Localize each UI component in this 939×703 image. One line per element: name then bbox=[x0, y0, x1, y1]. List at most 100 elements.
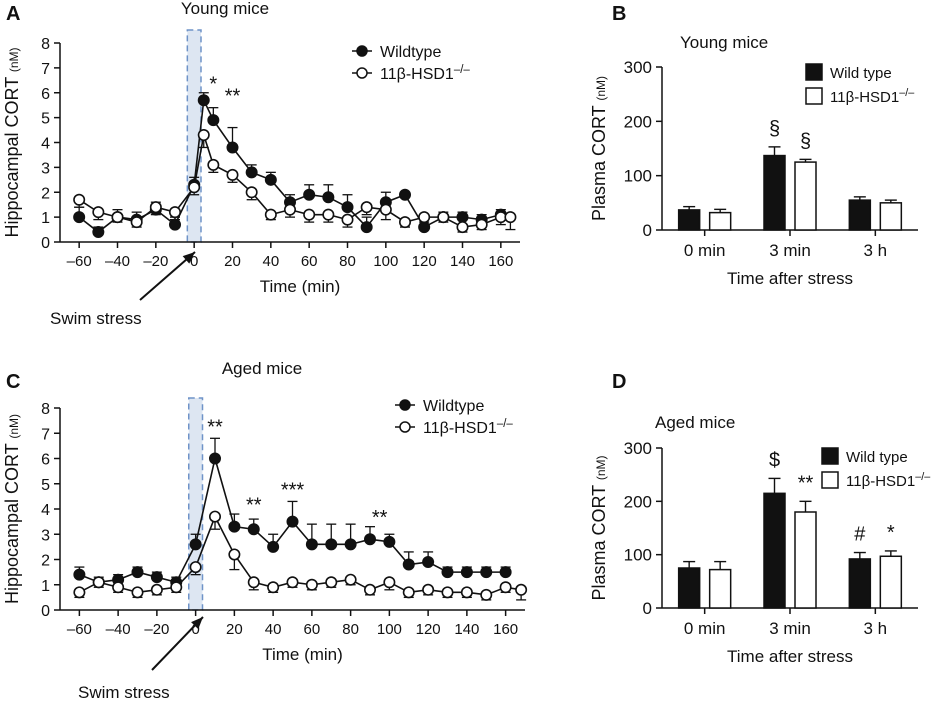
bar bbox=[708, 211, 732, 231]
y-tick-label: 200 bbox=[624, 492, 652, 511]
data-point bbox=[209, 510, 222, 523]
stress-arrow bbox=[151, 616, 204, 671]
data-point bbox=[344, 538, 357, 551]
x-tick-label: 120 bbox=[412, 253, 437, 270]
x-tick-label: 140 bbox=[450, 253, 475, 270]
y-axis-label: Plasma CORT (nM) bbox=[589, 455, 609, 600]
x-tick-label: 0 min bbox=[684, 241, 726, 260]
data-point bbox=[441, 566, 454, 579]
data-point bbox=[131, 586, 144, 599]
bar bbox=[794, 161, 817, 231]
data-point bbox=[305, 578, 318, 591]
data-point bbox=[209, 452, 222, 465]
data-point bbox=[418, 221, 431, 234]
stress-label: Swim stress bbox=[50, 309, 142, 328]
data-point bbox=[228, 548, 241, 561]
data-point bbox=[247, 523, 260, 536]
significance-marker: ** bbox=[246, 495, 262, 517]
chart-panel-B: Young mice 0 100 200 300 0 min 3 min 3 h § § Wild … bbox=[589, 33, 918, 288]
x-tick-label: 0 min bbox=[684, 619, 726, 638]
data-point bbox=[197, 94, 210, 107]
data-point bbox=[188, 181, 201, 194]
data-point bbox=[131, 566, 144, 579]
stress-label: Swim stress bbox=[78, 683, 170, 702]
y-tick-label: 100 bbox=[624, 167, 652, 186]
legend-label-sup: –/– bbox=[915, 471, 930, 483]
data-point bbox=[456, 221, 469, 234]
x-tick-label: 40 bbox=[265, 621, 282, 638]
significance-marker: § bbox=[800, 130, 811, 152]
data-point bbox=[228, 520, 241, 533]
legend-label-sup: –/– bbox=[454, 64, 471, 76]
y-tick-label: 4 bbox=[41, 502, 50, 519]
bar bbox=[848, 199, 872, 231]
data-point bbox=[480, 588, 493, 601]
data-point bbox=[341, 201, 354, 214]
bar bbox=[848, 558, 872, 609]
data-point bbox=[363, 583, 376, 596]
data-point bbox=[363, 533, 376, 546]
data-point bbox=[422, 556, 435, 569]
data-point bbox=[460, 586, 473, 599]
data-point bbox=[226, 141, 239, 154]
legend-label-main: 11β-HSD1 bbox=[846, 473, 915, 490]
legend-label: 11β-HSD1–/– bbox=[830, 87, 914, 106]
legend-label-sup: –/– bbox=[899, 87, 914, 99]
x-tick-label: 60 bbox=[301, 253, 318, 270]
data-point bbox=[504, 211, 517, 224]
x-axis-label: Time after stress bbox=[727, 269, 853, 288]
legend-swatch bbox=[805, 63, 823, 81]
y-axis-label-text: Plasma CORT bbox=[589, 480, 609, 600]
y-axis-label-unit: (nM) bbox=[594, 455, 608, 480]
data-point bbox=[379, 203, 392, 216]
data-point bbox=[325, 576, 338, 589]
legend-label: 11β-HSD1–/– bbox=[423, 418, 513, 437]
data-point bbox=[475, 218, 488, 231]
x-tick-label: 80 bbox=[342, 621, 359, 638]
bar bbox=[879, 202, 903, 231]
x-tick-label: 160 bbox=[488, 253, 513, 270]
stress-arrow-head bbox=[191, 617, 203, 630]
y-axis-label-unit: (nM) bbox=[7, 47, 21, 72]
significance-marker: ** bbox=[207, 416, 223, 438]
bar bbox=[879, 555, 903, 609]
y-axis-label: Hippocampal CORT (nM) bbox=[2, 47, 22, 237]
data-point bbox=[360, 221, 373, 234]
legend-label: Wild type bbox=[846, 449, 908, 466]
significance-marker: $ bbox=[769, 449, 780, 471]
bar bbox=[794, 511, 817, 609]
data-point bbox=[456, 211, 469, 224]
data-point bbox=[150, 583, 163, 596]
data-point bbox=[303, 188, 316, 201]
data-point bbox=[92, 206, 105, 219]
x-tick-label: 3 min bbox=[769, 619, 811, 638]
data-point bbox=[437, 211, 450, 224]
data-point bbox=[418, 211, 431, 224]
x-tick-label: –20 bbox=[144, 621, 169, 638]
significance-marker: * bbox=[209, 73, 217, 95]
y-axis-label: Hippocampal CORT (nM) bbox=[2, 414, 22, 604]
legend-label: 11β-HSD1–/– bbox=[380, 64, 470, 83]
legend-swatch bbox=[805, 87, 823, 105]
bar bbox=[763, 154, 786, 231]
y-tick-label: 0 bbox=[41, 235, 50, 252]
data-point bbox=[422, 583, 435, 596]
data-point bbox=[322, 191, 335, 204]
data-point bbox=[283, 203, 296, 216]
data-point bbox=[112, 581, 125, 594]
data-point bbox=[383, 535, 396, 548]
x-tick-label: 3 h bbox=[864, 619, 888, 638]
data-point bbox=[111, 211, 124, 224]
y-tick-label: 3 bbox=[41, 527, 50, 544]
data-point bbox=[286, 515, 299, 528]
y-tick-label: 300 bbox=[624, 439, 652, 458]
bar bbox=[677, 567, 701, 609]
data-point bbox=[149, 201, 162, 214]
data-point bbox=[245, 166, 258, 179]
x-tick-label: –20 bbox=[143, 253, 168, 270]
y-tick-label: 8 bbox=[41, 36, 50, 53]
x-axis-label: Time (min) bbox=[260, 277, 341, 296]
data-point bbox=[73, 211, 86, 224]
data-point bbox=[322, 208, 335, 221]
